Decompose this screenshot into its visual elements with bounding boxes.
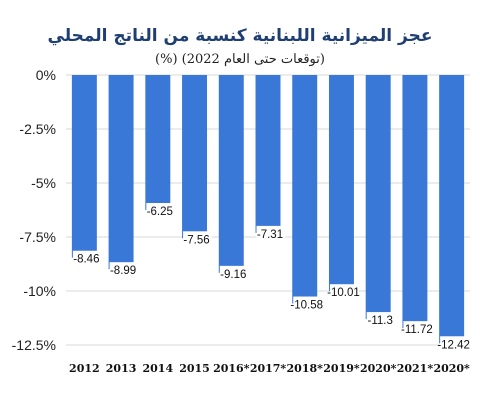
data-label: -11.3 <box>368 315 393 327</box>
y-tick-label: -12.5% <box>12 337 56 353</box>
bar <box>292 75 318 304</box>
data-label: -10.01 <box>327 287 360 299</box>
bar <box>365 75 391 320</box>
bar <box>182 75 208 239</box>
data-label: -12.42 <box>437 339 470 351</box>
x-tick-label: 2015 <box>179 362 210 375</box>
x-tick-label: 2018* <box>287 362 324 375</box>
data-label-bg <box>219 265 249 281</box>
data-label-bg <box>440 336 470 352</box>
x-tick-label: 2014 <box>143 362 174 375</box>
data-label: -8.99 <box>110 265 136 277</box>
data-label-bg <box>183 231 213 247</box>
x-tick-label: 2020* <box>433 362 470 375</box>
y-tick-label: -2.5% <box>19 121 56 137</box>
data-label: -10.58 <box>290 300 323 312</box>
bar <box>145 75 171 210</box>
data-label-bg <box>366 312 396 328</box>
x-tick-label: 2019* <box>323 362 360 375</box>
chart-title: عجز الميزانية اللبنانية كنسبة من الناتج … <box>47 26 433 46</box>
y-tick-label: -10% <box>23 283 56 299</box>
data-label-bg <box>256 225 286 241</box>
bar <box>108 75 134 270</box>
data-label-bg <box>72 250 102 266</box>
y-tick-label: 0% <box>36 67 56 83</box>
data-label: -8.46 <box>73 254 99 266</box>
x-tick-label: 2012 <box>69 362 100 375</box>
data-label-bg <box>293 296 323 312</box>
bar <box>218 75 244 273</box>
data-label-bg <box>109 262 139 278</box>
y-tick-label: -7.5% <box>19 229 56 245</box>
x-tick-label: 2020* <box>360 362 397 375</box>
bar <box>402 75 428 329</box>
chart-subtitle: (توقعات حتى العام 2022) (%) <box>155 52 325 67</box>
data-label: -6.25 <box>147 206 173 218</box>
bar <box>439 75 465 344</box>
data-label-bg <box>329 284 359 300</box>
x-tick-label: 2021* <box>397 362 434 375</box>
data-label-bg <box>146 203 176 218</box>
data-label: -9.16 <box>220 269 246 281</box>
data-label: -7.56 <box>183 234 209 246</box>
data-label: -11.72 <box>401 324 433 336</box>
bar <box>71 75 97 258</box>
x-tick-label: 2017* <box>250 362 287 375</box>
y-tick-label: -5% <box>31 175 56 191</box>
bar <box>255 75 281 233</box>
data-label-bg <box>403 321 433 337</box>
x-tick-label: 2013 <box>106 362 137 375</box>
bar <box>328 75 354 292</box>
x-tick-label: 2016* <box>213 362 250 375</box>
data-label: -7.31 <box>257 229 283 241</box>
